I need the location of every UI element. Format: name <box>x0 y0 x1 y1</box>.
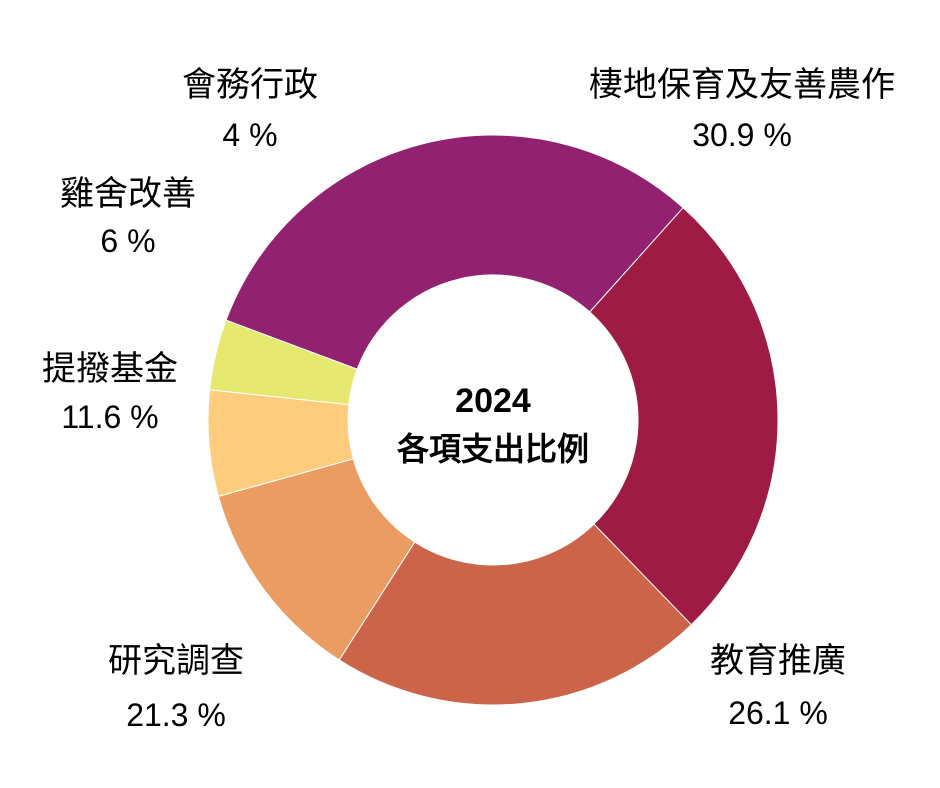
center-title-year: 2024 <box>455 382 531 420</box>
slice-value-1: 30.9 % <box>692 117 792 153</box>
donut-slice-2 <box>589 207 779 626</box>
labels-group: 棲地保育及友善農作 30.9 % 教育推廣 26.1 % 研究調查 21.3 % 提撥基金 1… <box>42 65 895 733</box>
slice-label-6: 會務行政 <box>182 65 318 105</box>
donut-slice-6 <box>209 319 358 406</box>
donut-slice-1 <box>225 134 684 370</box>
center-title: 2024 各項支出比例 <box>397 382 589 468</box>
slice-label-5: 雞舍改善 <box>60 174 196 214</box>
slice-label-4: 提撥基金 <box>42 349 178 389</box>
slice-value-5: 6 % <box>100 223 155 259</box>
slice-value-4: 11.6 % <box>61 399 158 435</box>
slice-label-3: 研究調查 <box>108 641 244 681</box>
slice-label-2: 教育推廣 <box>710 641 846 681</box>
slice-label-1: 棲地保育及友善農作 <box>589 65 895 105</box>
slices-group <box>207 134 779 706</box>
slice-value-3: 21.3 % <box>126 697 226 733</box>
slice-value-2: 26.1 % <box>728 695 828 731</box>
slice-value-6: 4 % <box>222 117 277 153</box>
center-title-caption: 各項支出比例 <box>397 430 589 468</box>
donut-slice-3 <box>338 523 693 706</box>
